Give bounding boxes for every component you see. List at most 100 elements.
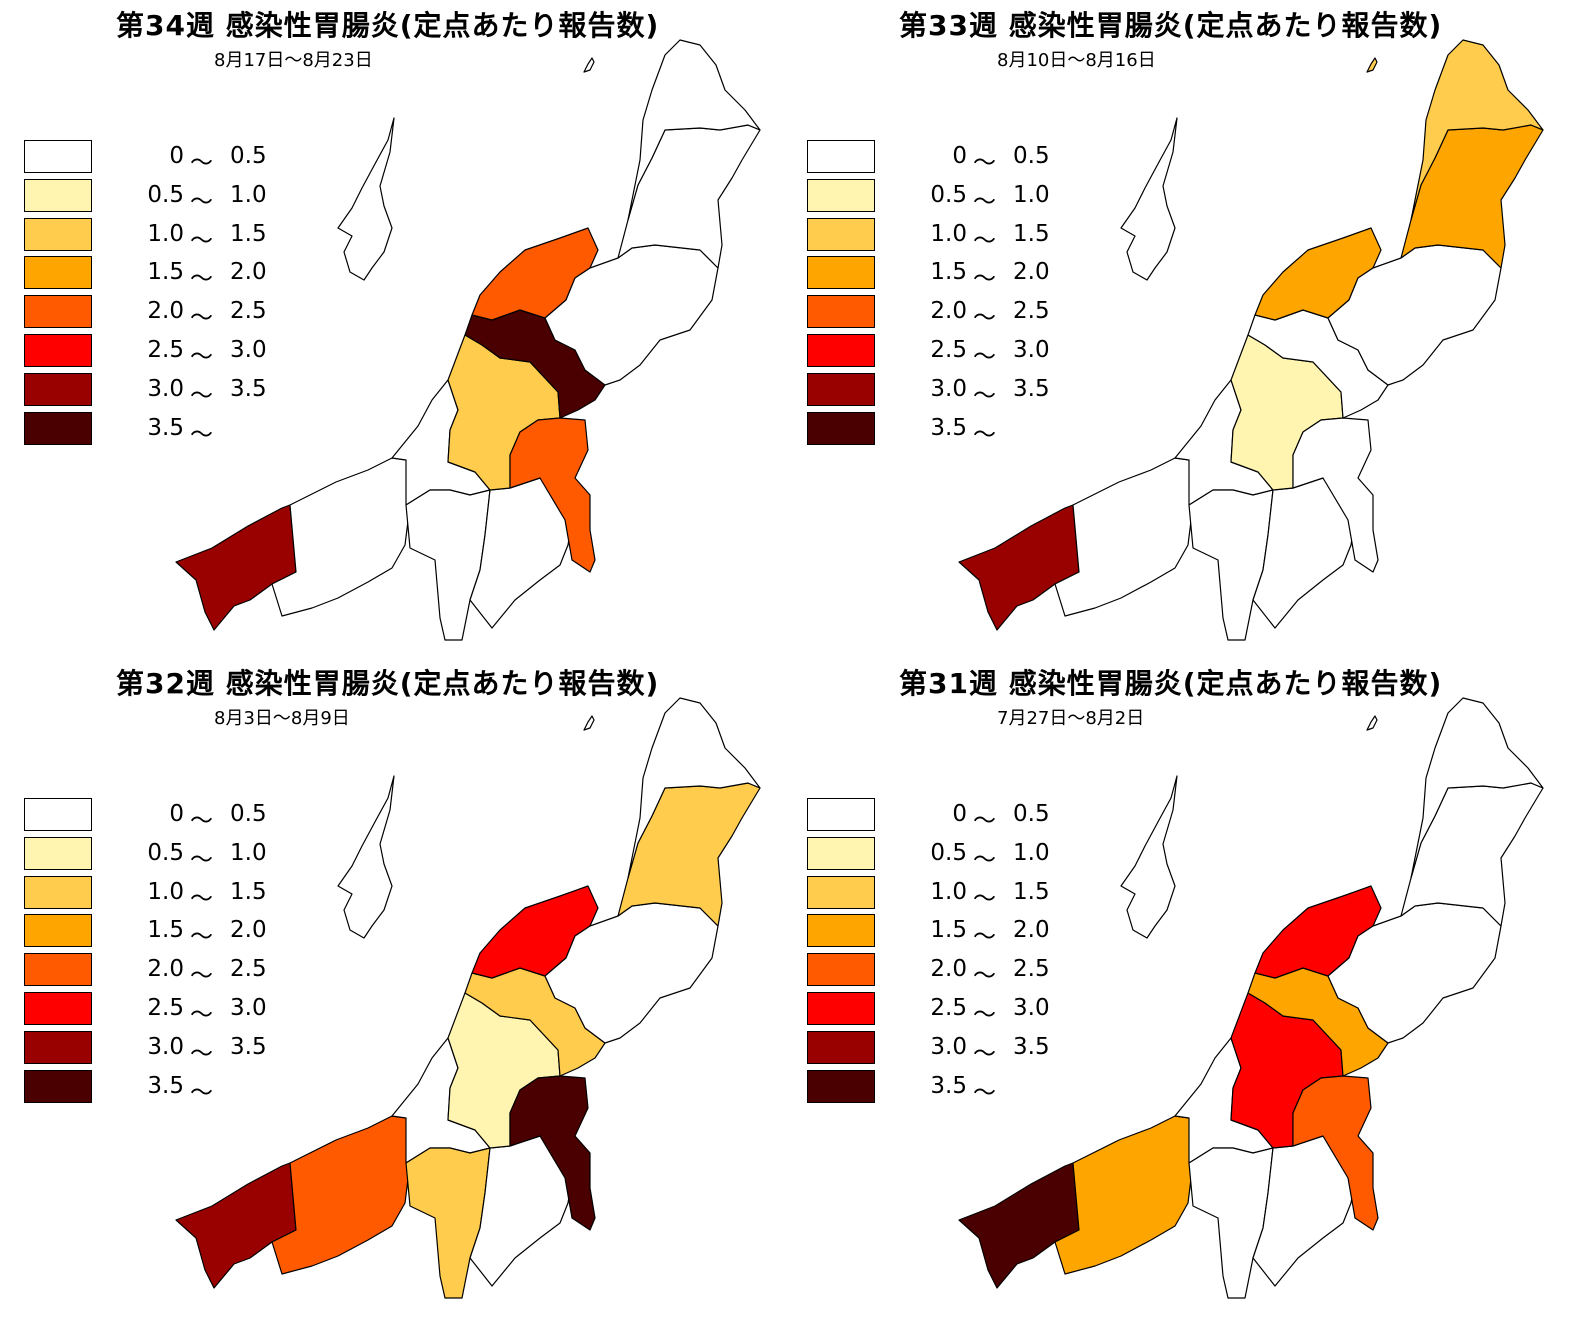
region-tokamachi [1292, 417, 1379, 573]
legend-item: 2.0 〜 2.5 [24, 295, 324, 331]
legend-low: 3.5 [147, 414, 184, 441]
legend-high: 3.0 [1013, 337, 1050, 363]
legend-swatch [807, 256, 875, 290]
panel-subtitle: 8月3日〜8月9日 [214, 708, 350, 729]
region-niigata [471, 885, 599, 979]
legend-tilde: 〜 [190, 382, 213, 409]
legend-swatch [24, 1030, 92, 1064]
region-awashima [1366, 715, 1378, 731]
region-sado [337, 775, 395, 939]
legend-tilde: 〜 [190, 1079, 213, 1106]
legend-swatch [807, 953, 875, 987]
legend-item: 0 〜 0.5 [24, 140, 324, 176]
legend-low: 1.5 [147, 259, 184, 286]
legend-swatch [807, 372, 875, 406]
legend-tilde: 〜 [973, 885, 996, 912]
legend-tilde: 〜 [190, 924, 213, 951]
legend-high: 3.5 [230, 1033, 267, 1060]
legend-tilde: 〜 [190, 421, 213, 448]
region-niitsu [1327, 244, 1502, 386]
legend-swatch [807, 217, 875, 251]
legend-swatch [24, 411, 92, 445]
legend-item: 1.5 〜 2.0 [24, 256, 324, 293]
legend-tilde: 〜 [973, 808, 996, 834]
region-tokamachi [509, 417, 596, 573]
legend-high: 1.5 [1013, 220, 1050, 247]
legend-swatch [807, 334, 875, 367]
legend-high: 0.5 [1013, 801, 1050, 827]
legend-high: 2.5 [230, 298, 267, 325]
legend-tilde: 〜 [973, 344, 996, 370]
niigata-map [175, 39, 761, 641]
legend-low: 2.0 [147, 298, 184, 325]
map-panel-week32: 第32週 感染性胃腸炎(定点あたり報告数) 8月3日〜8月9日 0 〜 0.5 0.5… [0, 658, 790, 1322]
legend-low: 3.0 [930, 1033, 967, 1060]
legend-item: 3.0 〜 3.5 [24, 1030, 324, 1067]
legend-tilde: 〜 [190, 266, 213, 293]
legend-low: 0.5 [147, 839, 184, 866]
legend-item: 3.5 〜 [807, 411, 1107, 448]
region-murakami [1410, 697, 1544, 879]
legend-swatch [24, 1069, 92, 1103]
legend-low: 0.5 [147, 181, 184, 208]
legend-tilde: 〜 [973, 1002, 996, 1028]
region-awashima [583, 57, 595, 73]
legend-item: 0 〜 0.5 [807, 140, 1107, 176]
legend-item: 0 〜 0.5 [24, 798, 324, 834]
legend-low: 3.0 [147, 375, 184, 402]
legend-high: 1.0 [230, 181, 267, 208]
legend-swatch [807, 836, 875, 870]
legend-high: 2.0 [1013, 917, 1050, 944]
legend-low: 0 [952, 801, 967, 827]
region-uonuma [405, 489, 491, 641]
panel-title: 第33週 感染性胃腸炎(定点あたり報告数) [899, 9, 1443, 42]
legend-swatch [24, 217, 92, 251]
region-shibata [1400, 124, 1544, 269]
panel-subtitle: 8月17日〜8月23日 [214, 50, 373, 71]
region-niitsu [1327, 902, 1502, 1044]
legend-tilde: 〜 [973, 1079, 996, 1106]
legend-item: 3.5 〜 [24, 1069, 324, 1106]
panel-subtitle: 7月27日〜8月2日 [997, 708, 1145, 729]
legend-swatch [24, 256, 92, 290]
region-niitsu [544, 244, 719, 386]
legend-low: 0.5 [930, 839, 967, 866]
legend-high: 3.0 [230, 337, 267, 363]
legend-high: 3.0 [230, 995, 267, 1021]
region-sado [1120, 775, 1178, 939]
region-niigata [1254, 885, 1382, 979]
legend-swatch [24, 140, 92, 173]
region-joetsu [958, 504, 1080, 631]
legend-tilde: 〜 [190, 1002, 213, 1028]
legend-tilde: 〜 [973, 150, 996, 176]
region-niitsu [544, 902, 719, 1044]
region-murakami [627, 697, 761, 879]
legend-low: 2.5 [930, 337, 967, 363]
legend-item: 2.5 〜 3.0 [807, 334, 1107, 370]
legend-item: 3.0 〜 3.5 [24, 372, 324, 409]
legend-item: 1.0 〜 1.5 [807, 875, 1107, 912]
legend-swatch [807, 178, 875, 212]
region-itoigawa [271, 1115, 411, 1275]
region-niigata [1254, 227, 1382, 321]
legend-high: 0.5 [230, 801, 267, 827]
legend-low: 1.0 [147, 878, 184, 905]
region-joetsu [175, 1162, 297, 1289]
legend-item: 3.5 〜 [807, 1069, 1107, 1106]
legend-low: 2.0 [930, 956, 967, 983]
legend-tilde: 〜 [190, 963, 213, 990]
legend-swatch [24, 992, 92, 1025]
legend-item: 1.0 〜 1.5 [24, 875, 324, 912]
legend-high: 1.5 [230, 878, 267, 905]
legend-low: 2.5 [930, 995, 967, 1021]
legend-tilde: 〜 [973, 963, 996, 990]
legend-tilde: 〜 [973, 266, 996, 293]
legend-item: 2.5 〜 3.0 [807, 992, 1107, 1028]
region-niigata [471, 227, 599, 321]
legend-item: 1.5 〜 2.0 [24, 914, 324, 951]
legend-swatch [24, 334, 92, 367]
legend-swatch [807, 914, 875, 948]
legend-item: 1.5 〜 2.0 [807, 914, 1107, 950]
legend-swatch [807, 992, 875, 1025]
legend-low: 3.5 [930, 1072, 967, 1099]
